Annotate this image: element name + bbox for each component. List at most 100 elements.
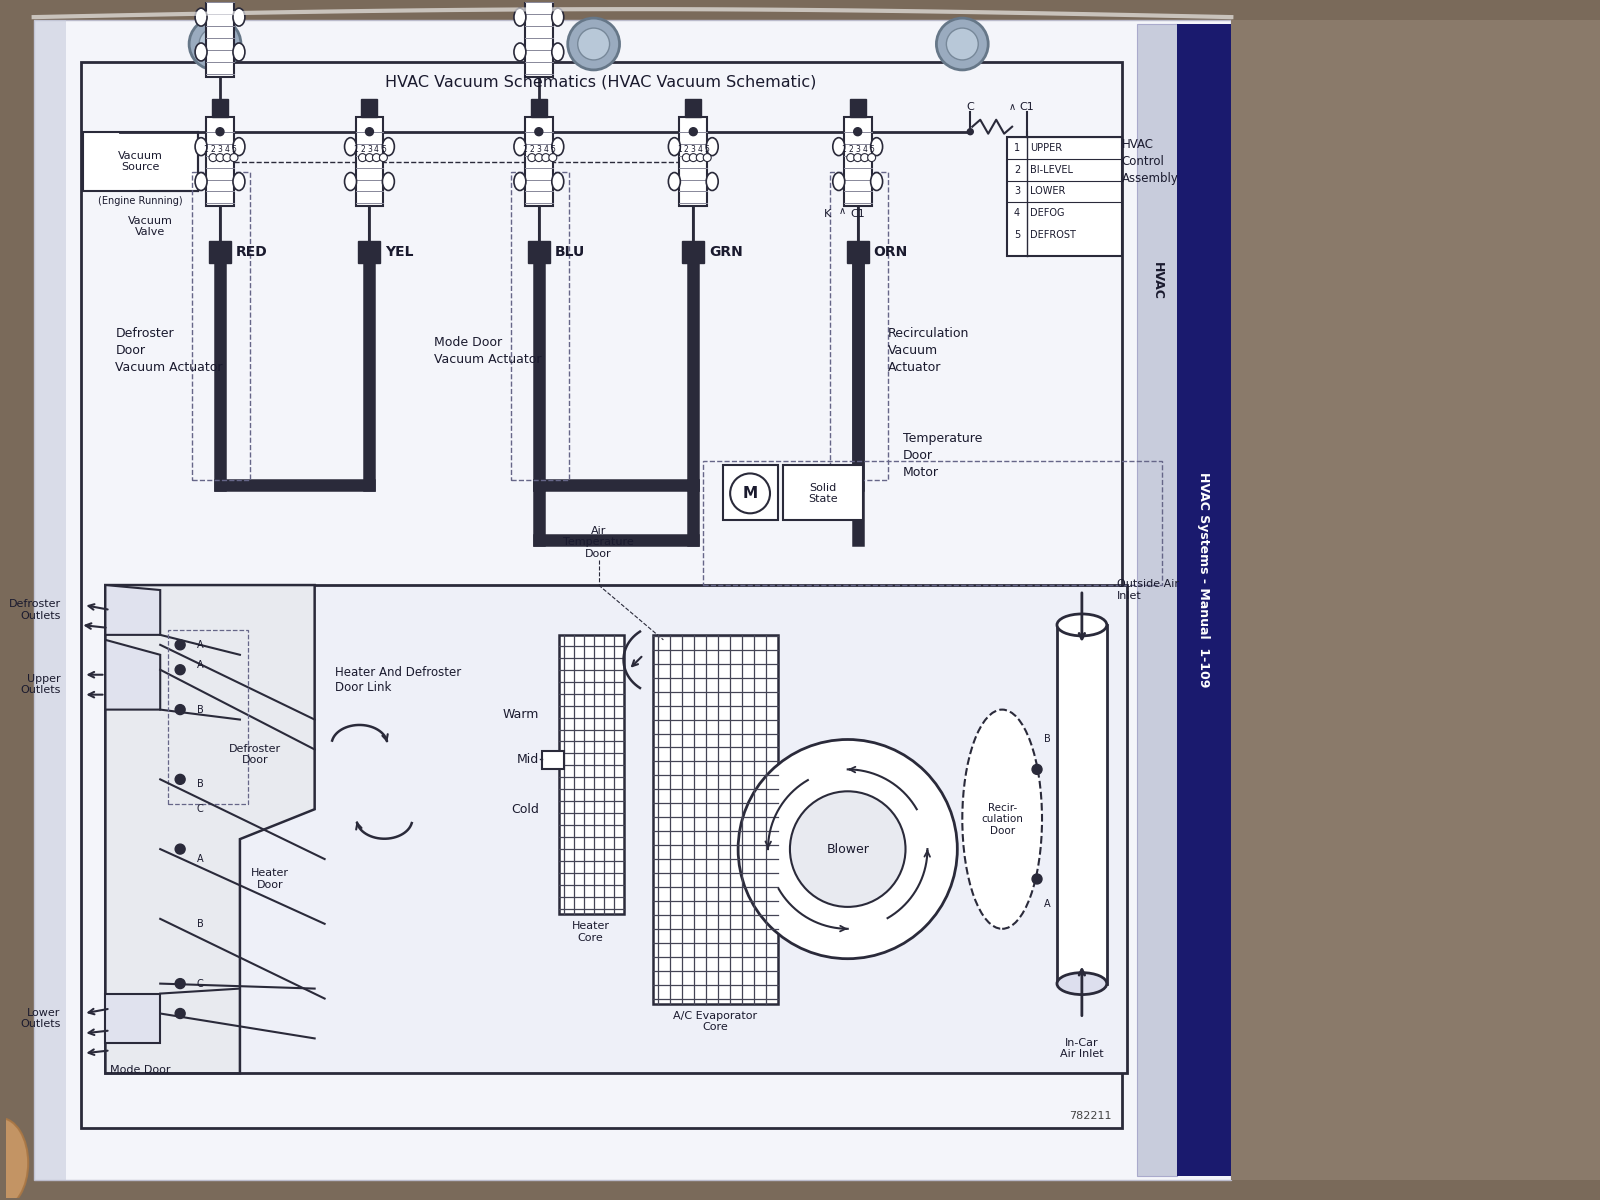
Text: 3: 3: [1014, 186, 1021, 197]
Circle shape: [534, 127, 542, 136]
Circle shape: [216, 127, 224, 136]
Circle shape: [854, 154, 862, 162]
Circle shape: [846, 154, 854, 162]
Text: Vacuum
Source: Vacuum Source: [118, 151, 163, 173]
Text: ORN: ORN: [874, 245, 907, 259]
Text: B: B: [197, 704, 203, 715]
Polygon shape: [34, 20, 1232, 1180]
Text: 1: 1: [842, 145, 846, 154]
Circle shape: [174, 844, 186, 854]
Bar: [83, 132, 198, 192]
Circle shape: [690, 127, 698, 136]
Bar: [782, 466, 862, 521]
Text: Defroster
Outlets: Defroster Outlets: [8, 599, 61, 620]
Text: ∧: ∧: [838, 206, 846, 216]
Text: HVAC
Control
Assembly: HVAC Control Assembly: [1122, 138, 1179, 185]
Circle shape: [174, 979, 186, 989]
Circle shape: [682, 154, 690, 162]
Ellipse shape: [706, 138, 718, 156]
Circle shape: [1032, 874, 1042, 884]
Text: HVAC Vacuum Schematics (HVAC Vacuum Schematic): HVAC Vacuum Schematics (HVAC Vacuum Sche…: [386, 74, 816, 89]
Bar: [680, 116, 707, 206]
Bar: [362, 98, 378, 116]
Ellipse shape: [832, 138, 845, 156]
Circle shape: [534, 154, 542, 162]
Text: M: M: [742, 486, 758, 500]
Bar: [1006, 137, 1122, 257]
Circle shape: [568, 18, 619, 70]
Bar: [213, 98, 227, 116]
Ellipse shape: [552, 43, 563, 61]
Text: BLU: BLU: [555, 245, 586, 259]
Circle shape: [198, 28, 230, 60]
Text: 1: 1: [354, 145, 358, 154]
Bar: [843, 116, 872, 206]
Ellipse shape: [344, 138, 357, 156]
Ellipse shape: [195, 8, 206, 26]
Text: 1: 1: [677, 145, 682, 154]
Bar: [206, 0, 234, 77]
Circle shape: [690, 154, 698, 162]
Ellipse shape: [382, 138, 394, 156]
Circle shape: [379, 154, 387, 162]
Bar: [523, 600, 603, 799]
Ellipse shape: [514, 8, 526, 26]
Ellipse shape: [344, 173, 357, 191]
Text: GRN: GRN: [709, 245, 742, 259]
Bar: [830, 172, 888, 480]
Ellipse shape: [552, 173, 563, 191]
Circle shape: [968, 128, 973, 134]
Circle shape: [790, 791, 906, 907]
Ellipse shape: [669, 173, 680, 191]
Text: 4: 4: [1014, 209, 1021, 218]
Polygon shape: [1232, 20, 1600, 1180]
Text: 3: 3: [366, 145, 371, 154]
Text: Warm: Warm: [502, 708, 539, 721]
Ellipse shape: [706, 173, 718, 191]
Text: Cold: Cold: [510, 803, 539, 816]
Text: Heater And Defroster
Door Link: Heater And Defroster Door Link: [334, 666, 461, 694]
Circle shape: [174, 1008, 186, 1019]
Bar: [542, 751, 563, 769]
Circle shape: [528, 154, 536, 162]
Text: 2: 2: [360, 145, 365, 154]
Ellipse shape: [870, 138, 883, 156]
Ellipse shape: [514, 138, 526, 156]
Text: DEFROST: DEFROST: [1030, 230, 1075, 240]
Circle shape: [174, 665, 186, 674]
Bar: [850, 98, 866, 116]
Text: Recirculation
Vacuum
Actuator: Recirculation Vacuum Actuator: [888, 328, 970, 374]
Bar: [210, 241, 230, 263]
Circle shape: [365, 127, 373, 136]
Text: B: B: [1043, 734, 1050, 744]
Text: A: A: [197, 854, 203, 864]
Circle shape: [216, 154, 224, 162]
Text: BI-LEVEL: BI-LEVEL: [1030, 164, 1074, 174]
Text: 4: 4: [862, 145, 867, 154]
Text: Air
Temperature
Door: Air Temperature Door: [563, 526, 634, 559]
Text: (Engine Running): (Engine Running): [98, 197, 182, 206]
Text: 1: 1: [1014, 143, 1021, 152]
Text: 5: 5: [1014, 230, 1021, 240]
Circle shape: [542, 154, 550, 162]
Text: B: B: [197, 779, 203, 790]
Bar: [358, 241, 381, 263]
Ellipse shape: [195, 138, 206, 156]
Circle shape: [373, 154, 381, 162]
Text: Blower: Blower: [826, 842, 869, 856]
Text: 5: 5: [381, 145, 386, 154]
Bar: [168, 630, 248, 804]
Polygon shape: [106, 994, 160, 1043]
Bar: [1058, 625, 1107, 984]
Bar: [525, 0, 552, 77]
Ellipse shape: [234, 8, 245, 26]
Text: Vacuum
Valve: Vacuum Valve: [128, 216, 173, 238]
Circle shape: [222, 154, 230, 162]
Text: In-Car
Air Inlet: In-Car Air Inlet: [1061, 1038, 1104, 1060]
Ellipse shape: [1058, 973, 1107, 995]
Polygon shape: [1176, 24, 1232, 1176]
Bar: [405, 600, 485, 799]
Text: A: A: [1043, 899, 1050, 908]
Text: A: A: [197, 640, 203, 650]
Text: 5: 5: [869, 145, 874, 154]
